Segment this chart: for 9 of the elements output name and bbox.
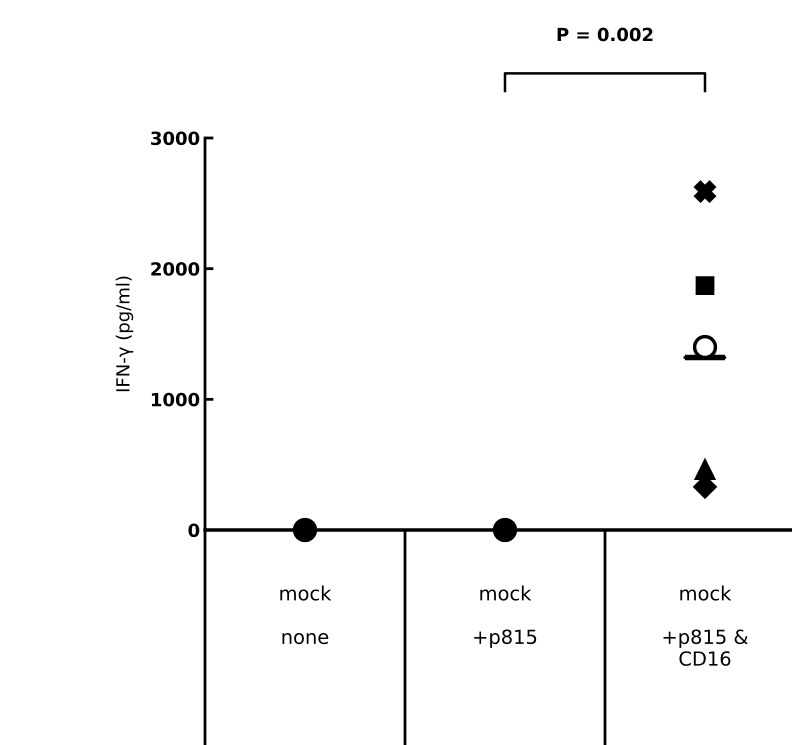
y-tick-label: 2000 — [151, 262, 200, 276]
y-tick-label: 0 — [188, 523, 200, 538]
y-tick-label: 1000 — [152, 392, 200, 406]
category-label: mock +p815 — [474, 586, 536, 648]
y-axis-title: IFN-γ (pg/ml) — [116, 276, 134, 392]
y-tick-label: 3000 — [151, 131, 200, 146]
text: P = 0.002 — [558, 28, 652, 42]
category-label: mock none — [280, 586, 332, 644]
category-label: mock +p815 & CD16 — [664, 586, 748, 666]
